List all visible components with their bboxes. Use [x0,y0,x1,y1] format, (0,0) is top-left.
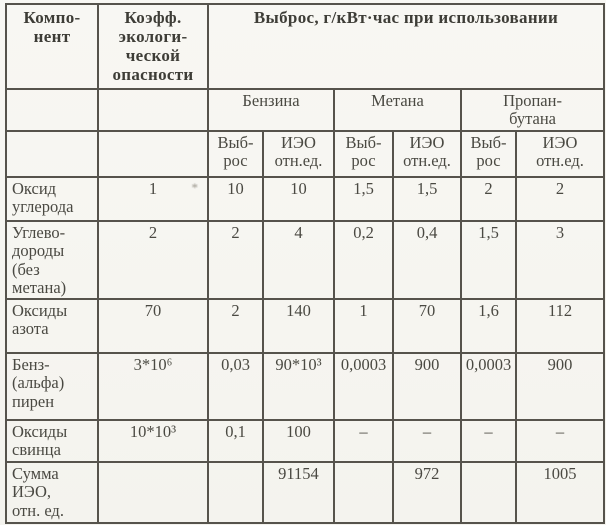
value-cell: 1,6 [460,297,517,354]
value-cell: – [392,418,462,463]
eco-coeff-cell: 70 [97,297,209,354]
value-cell: 140 [262,297,335,354]
eco-coeff-value: 1 [148,179,158,198]
table-row: Оксиды свинца 10*10³ 0,1 100 – – – – [5,418,606,463]
value-cell: 0,4 [392,220,462,300]
emission-title-header: Выброс, г/кВт·час при использовании [206,3,606,90]
value-cell: 91154 [262,460,335,524]
subheader-ieo-metan: ИЭО отн.ед. [392,130,462,178]
eco-coeff-column-header: Коэфф. экологи- ческой опасности [97,3,209,90]
component-name: Оксид углерода [5,176,99,222]
value-cell: 1,5 [333,176,394,222]
value-cell [460,460,517,524]
value-cell: 900 [514,351,606,421]
value-cell: 0,1 [207,418,264,463]
value-cell: 1005 [514,460,606,524]
table-row: Бенз- (альфа) пирен 3*10⁶ 0,03 90*10³ 0,… [5,351,606,421]
eco-coeff-cell: 3*10⁶ [97,351,209,421]
fuel-group-benzin: Бензина [207,88,335,132]
subheader-ieo-propan: ИЭО отн.ед. [514,130,606,178]
value-cell: 2 [460,176,517,222]
value-cell: 900 [392,351,462,421]
value-cell: 0,0003 [333,351,394,421]
emissions-table: Компо- нент Коэфф. экологи- ческой опасн… [5,3,606,524]
value-cell: 972 [392,460,462,524]
value-cell: 70 [392,297,462,354]
subheader-ieo-benzin: ИЭО отн.ед. [262,130,335,178]
header-row-main: Компо- нент Коэфф. экологи- ческой опасн… [5,3,606,90]
scan-asterisk-mark: * [191,180,199,195]
value-cell: 0,03 [207,351,264,421]
value-cell: 1,5 [392,176,462,222]
empty-cell [5,130,99,178]
value-cell: 0,0003 [460,351,517,421]
header-row-subcolumns: Выб- рос ИЭО отн.ед. Выб- рос ИЭО отн.ед… [5,130,606,178]
header-row-fuels: Бензина Метана Пропан- бутана [5,88,606,132]
subheader-emission-benzin: Выб- рос [207,130,264,178]
value-cell: 2 [514,176,606,222]
value-cell: 2 [207,297,264,354]
table-row: Оксиды азота 70 2 140 1 70 1,6 112 [5,297,606,354]
component-name: Углево- дороды (без метана) [5,220,99,300]
component-name: Оксиды свинца [5,418,99,463]
table-row-total: Сумма ИЭО, отн. ед. 91154 972 1005 [5,460,606,524]
eco-coeff-cell: 1 * [97,176,209,222]
component-name: Оксиды азота [5,297,99,354]
component-name: Сумма ИЭО, отн. ед. [5,460,99,524]
empty-cell [97,88,209,132]
value-cell: 100 [262,418,335,463]
eco-coeff-cell: 10*10³ [97,418,209,463]
value-cell: 10 [262,176,335,222]
table-row: Углево- дороды (без метана) 2 2 4 0,2 0,… [5,220,606,300]
value-cell: 10 [207,176,264,222]
table-row: Оксид углерода 1 * 10 10 1,5 1,5 2 2 [5,176,606,222]
value-cell: – [514,418,606,463]
component-name: Бенз- (альфа) пирен [5,351,99,421]
value-cell: 2 [207,220,264,300]
value-cell: 0,2 [333,220,394,300]
eco-coeff-cell: 2 [97,220,209,300]
value-cell [333,460,394,524]
value-cell: – [333,418,394,463]
subheader-emission-propan: Выб- рос [460,130,517,178]
value-cell: 90*10³ [262,351,335,421]
value-cell: 1,5 [460,220,517,300]
value-cell [207,460,264,524]
empty-cell [5,88,99,132]
value-cell: – [460,418,517,463]
value-cell: 112 [514,297,606,354]
value-cell: 1 [333,297,394,354]
component-column-header: Компо- нент [5,3,99,90]
fuel-group-propan-butan: Пропан- бутана [459,88,606,132]
eco-coeff-cell [97,460,209,524]
subheader-emission-metan: Выб- рос [333,130,394,178]
empty-cell [97,130,209,178]
fuel-group-metan: Метана [333,88,462,132]
value-cell: 3 [514,220,606,300]
value-cell: 4 [262,220,335,300]
